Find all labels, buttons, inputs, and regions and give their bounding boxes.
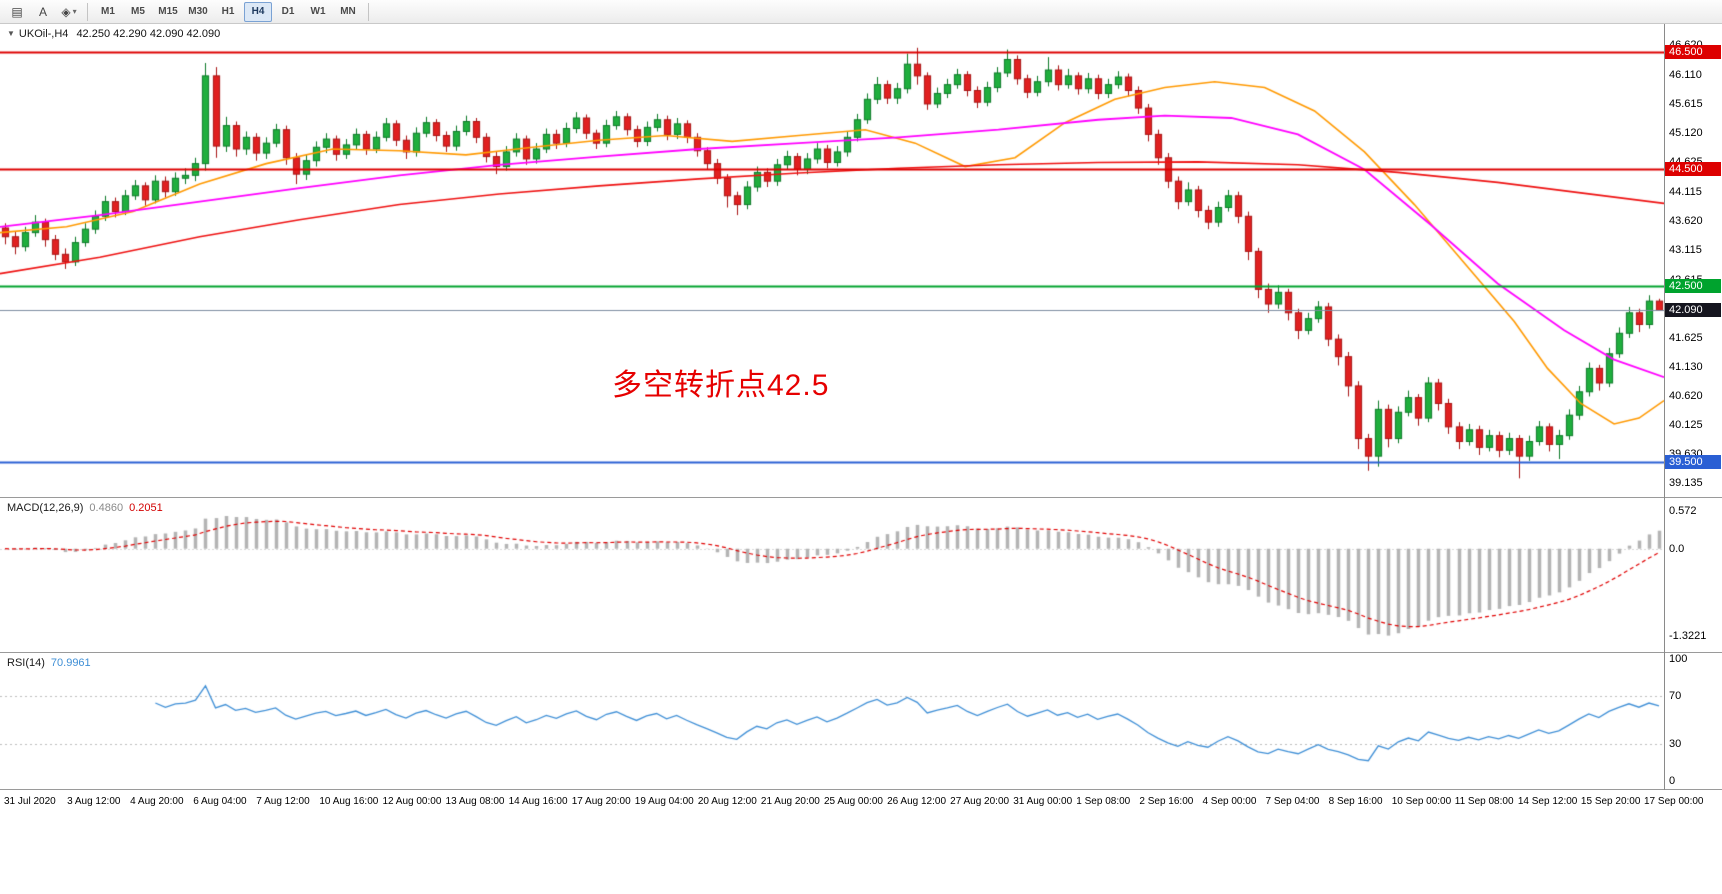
rsi-name: RSI(14) bbox=[7, 657, 45, 669]
price-axis-label: 44.115 bbox=[1669, 185, 1702, 198]
chevron-down-icon: ▾ bbox=[72, 7, 77, 16]
macd-axis-label: 0.572 bbox=[1669, 505, 1697, 518]
time-axis-label: 19 Aug 04:00 bbox=[634, 796, 694, 807]
time-axis-label: 15 Sep 20:00 bbox=[1580, 796, 1641, 807]
macd-main-value: 0.4860 bbox=[89, 502, 124, 514]
rsi-axis-label: 70 bbox=[1669, 689, 1682, 702]
rsi-axis-label: 30 bbox=[1669, 738, 1682, 751]
symbol-timeframe-label: UKOil-,H4 bbox=[18, 28, 69, 40]
collapse-chevron-icon[interactable]: ▼ bbox=[7, 29, 15, 38]
time-axis-label: 25 Aug 00:00 bbox=[824, 796, 883, 807]
rsi-axis-label: 100 bbox=[1669, 653, 1688, 665]
time-axis-label: 14 Aug 16:00 bbox=[508, 796, 568, 807]
time-axis-label: 31 Jul 2020 bbox=[4, 796, 56, 807]
rsi-axis-label: 0 bbox=[1669, 775, 1676, 787]
panel-separator bbox=[0, 789, 1722, 790]
panel-separator[interactable] bbox=[0, 497, 1722, 498]
time-axis-label: 31 Aug 00:00 bbox=[1013, 796, 1073, 807]
time-axis-label: 17 Aug 20:00 bbox=[571, 796, 631, 807]
price-axis-label: 46.110 bbox=[1669, 69, 1702, 82]
macd-axis-label: -1.3221 bbox=[1669, 629, 1707, 642]
time-axis-label: 26 Aug 12:00 bbox=[887, 796, 947, 807]
macd-signal-value: 0.2051 bbox=[129, 502, 163, 514]
timeframe-button-m1[interactable]: M1 bbox=[101, 6, 115, 17]
macd-name: MACD(12,26,9) bbox=[7, 502, 84, 514]
time-axis-label: 17 Sep 00:00 bbox=[1644, 796, 1704, 807]
main-chart-canvas[interactable] bbox=[0, 24, 1664, 497]
time-axis-label: 1 Sep 08:00 bbox=[1076, 796, 1131, 807]
price-axis-border bbox=[1664, 24, 1665, 790]
price-level-box: 39.500 bbox=[1665, 454, 1721, 469]
time-axis-label: 12 Aug 00:00 bbox=[382, 796, 442, 807]
time-axis-label: 3 Aug 12:00 bbox=[67, 796, 121, 807]
timeframe-button-h1[interactable]: H1 bbox=[221, 6, 235, 17]
macd-canvas[interactable] bbox=[0, 498, 1664, 652]
price-axis-label: 43.115 bbox=[1669, 244, 1702, 257]
text-tool-button[interactable]: A bbox=[38, 4, 47, 19]
time-axis-label: 7 Aug 12:00 bbox=[256, 796, 310, 807]
bottom-filler bbox=[0, 814, 1722, 894]
toolbar-separator bbox=[368, 2, 369, 21]
timeframe-button-m15[interactable]: M15 bbox=[158, 6, 178, 17]
toolbar: ▤ A ◈ ▾ M1 M5 M15 M30 H1 H4 D1 W1 MN bbox=[0, 0, 1722, 24]
time-axis-label: 2 Sep 16:00 bbox=[1139, 796, 1194, 807]
timeframe-button-m30[interactable]: M30 bbox=[188, 6, 208, 17]
panel-separator[interactable] bbox=[0, 652, 1722, 653]
shapes-tool-button[interactable]: ◈ ▾ bbox=[61, 4, 77, 19]
price-axis-label: 43.620 bbox=[1669, 214, 1703, 227]
time-axis-label: 4 Aug 20:00 bbox=[130, 796, 184, 807]
timeframe-button-m5[interactable]: M5 bbox=[131, 6, 145, 17]
chart-tool-button[interactable]: ▤ bbox=[11, 4, 23, 19]
price-level-box: 44.500 bbox=[1665, 162, 1721, 177]
rsi-label: RSI(14) 70.9961 bbox=[7, 657, 91, 669]
price-axis-label: 40.620 bbox=[1669, 390, 1703, 403]
price-axis-label: 45.615 bbox=[1669, 98, 1703, 111]
timeframe-group: M1 M5 M15 M30 H1 H4 D1 W1 MN bbox=[93, 1, 363, 22]
price-level-box: 42.090 bbox=[1665, 303, 1721, 318]
macd-label: MACD(12,26,9) 0.4860 0.2051 bbox=[7, 502, 163, 514]
timeframe-button-d1[interactable]: D1 bbox=[281, 6, 295, 17]
time-axis-label: 4 Sep 00:00 bbox=[1202, 796, 1257, 807]
price-axis-label: 41.625 bbox=[1669, 331, 1703, 344]
time-axis-label: 20 Aug 12:00 bbox=[697, 796, 757, 807]
ohlc-values: 42.250 42.290 42.090 42.090 bbox=[76, 28, 221, 40]
price-axis-label: 40.125 bbox=[1669, 419, 1703, 432]
timeframe-button-w1[interactable]: W1 bbox=[310, 6, 326, 17]
price-level-box: 46.500 bbox=[1665, 45, 1721, 60]
timeframe-button-mn[interactable]: MN bbox=[340, 6, 356, 17]
rsi-canvas[interactable] bbox=[0, 653, 1664, 789]
price-axis-label: 45.120 bbox=[1669, 127, 1703, 140]
chart-annotation-text[interactable]: 多空转折点42.5 bbox=[612, 369, 830, 402]
time-axis-label: 7 Sep 04:00 bbox=[1265, 796, 1320, 807]
time-axis-label: 11 Sep 08:00 bbox=[1454, 796, 1514, 807]
time-axis-label: 13 Aug 08:00 bbox=[445, 796, 505, 807]
price-axis-label: 41.130 bbox=[1669, 360, 1703, 373]
time-axis-label: 14 Sep 12:00 bbox=[1517, 796, 1578, 807]
time-axis-label: 21 Aug 20:00 bbox=[760, 796, 820, 807]
price-level-box: 42.500 bbox=[1665, 279, 1721, 294]
time-axis-label: 10 Sep 00:00 bbox=[1391, 796, 1452, 807]
time-axis-label: 27 Aug 20:00 bbox=[950, 796, 1010, 807]
macd-axis-label: 0.0 bbox=[1669, 542, 1685, 555]
time-axis-label: 6 Aug 04:00 bbox=[193, 796, 247, 807]
price-axis-label: 39.135 bbox=[1669, 477, 1703, 490]
time-axis-label: 8 Sep 16:00 bbox=[1328, 796, 1383, 807]
timeframe-button-h4[interactable]: H4 bbox=[244, 1, 272, 22]
rsi-value: 70.9961 bbox=[50, 657, 91, 669]
toolbar-separator bbox=[87, 2, 88, 21]
chart-title: ▼ UKOil-,H4 42.250 42.290 42.090 42.090 bbox=[7, 28, 220, 40]
time-axis-label: 10 Aug 16:00 bbox=[319, 796, 379, 807]
time-axis[interactable]: 31 Jul 2020 3 Aug 12:00 4 Aug 20:00 6 Aug 0… bbox=[0, 790, 1722, 814]
drawing-tools-group: ▤ A ◈ ▾ bbox=[4, 1, 82, 23]
